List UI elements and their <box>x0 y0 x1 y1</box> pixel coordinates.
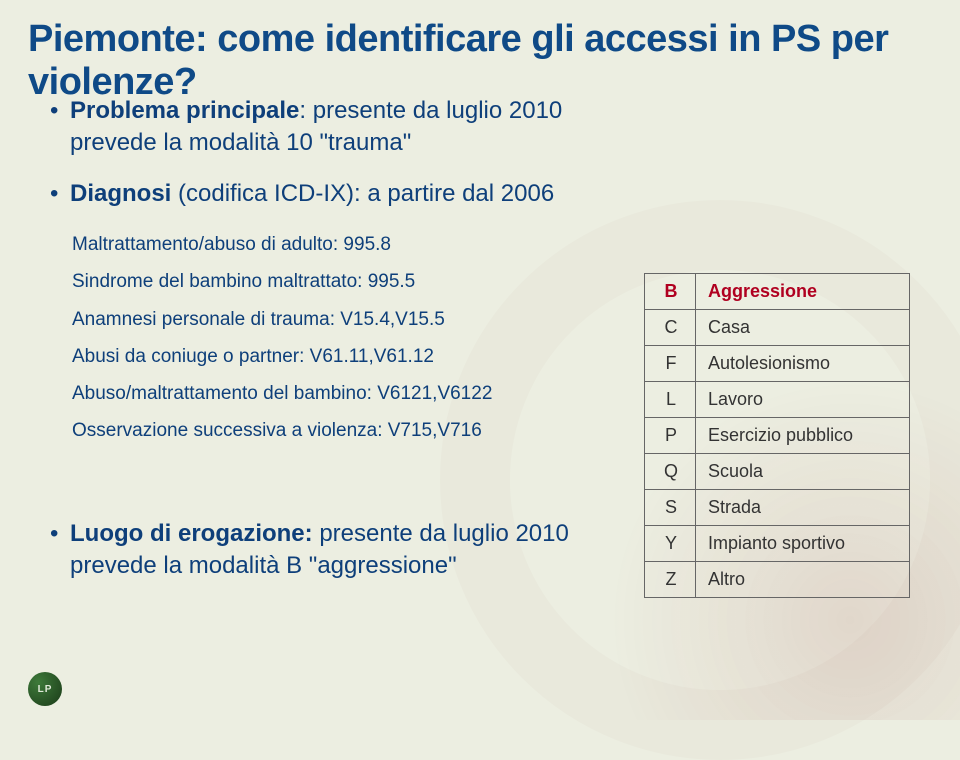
bullet-strong: Problema principale <box>70 97 299 124</box>
list-item: Abusi da coniuge o partner: V61.11,V61.1… <box>72 340 620 373</box>
code-cell: B <box>645 274 696 310</box>
diagnosis-code-list: Maltrattamento/abuso di adulto: 995.8 Si… <box>72 228 620 452</box>
bullet-1: Problema principale: presente da luglio … <box>50 95 640 160</box>
label-cell: Autolesionismo <box>696 346 910 382</box>
bullet-text: Diagnosi (codifica ICD-IX): a partire da… <box>70 178 554 210</box>
code-cell: F <box>645 346 696 382</box>
table-row: YImpianto sportivo <box>645 526 910 562</box>
code-cell: Z <box>645 562 696 598</box>
list-item: Maltrattamento/abuso di adulto: 995.8 <box>72 228 620 261</box>
code-cell: L <box>645 382 696 418</box>
label-cell: Impianto sportivo <box>696 526 910 562</box>
bullet-text: Luogo di erogazione: presente da luglio … <box>70 518 640 583</box>
logo-badge: LP <box>28 672 62 706</box>
code-cell: Y <box>645 526 696 562</box>
code-table: BAggressioneCCasaFAutolesionismoLLavoroP… <box>644 273 910 598</box>
list-item: Sindrome del bambino maltrattato: 995.5 <box>72 265 620 298</box>
table-row: SStrada <box>645 490 910 526</box>
label-cell: Lavoro <box>696 382 910 418</box>
bullet-dot <box>50 518 70 583</box>
bullet-strong: Diagnosi <box>70 180 171 207</box>
table-row: BAggressione <box>645 274 910 310</box>
code-cell: S <box>645 490 696 526</box>
code-cell: P <box>645 418 696 454</box>
table-row: QScuola <box>645 454 910 490</box>
bullet-strong: Luogo di erogazione: <box>70 520 313 547</box>
list-item: Anamnesi personale di trauma: V15.4,V15.… <box>72 303 620 336</box>
label-cell: Casa <box>696 310 910 346</box>
bullet-list-1: Problema principale: presente da luglio … <box>50 95 640 220</box>
list-item: Osservazione successiva a violenza: V715… <box>72 414 620 447</box>
code-cell: C <box>645 310 696 346</box>
bullet-rest: (codifica ICD-IX): a partire dal 2006 <box>171 180 554 207</box>
bullet-2: Diagnosi (codifica ICD-IX): a partire da… <box>50 178 640 210</box>
label-cell: Aggressione <box>696 274 910 310</box>
bullet-dot <box>50 95 70 160</box>
table-row: ZAltro <box>645 562 910 598</box>
table-row: LLavoro <box>645 382 910 418</box>
table-row: CCasa <box>645 310 910 346</box>
table-row: FAutolesionismo <box>645 346 910 382</box>
bullet-list-2: Luogo di erogazione: presente da luglio … <box>50 518 640 593</box>
table-row: PEsercizio pubblico <box>645 418 910 454</box>
bullet-3: Luogo di erogazione: presente da luglio … <box>50 518 640 583</box>
code-cell: Q <box>645 454 696 490</box>
label-cell: Esercizio pubblico <box>696 418 910 454</box>
label-cell: Altro <box>696 562 910 598</box>
page-title: Piemonte: come identificare gli accessi … <box>28 18 932 104</box>
list-item: Abuso/maltrattamento del bambino: V6121,… <box>72 377 620 410</box>
bullet-dot <box>50 178 70 210</box>
label-cell: Strada <box>696 490 910 526</box>
label-cell: Scuola <box>696 454 910 490</box>
bullet-text: Problema principale: presente da luglio … <box>70 95 640 160</box>
